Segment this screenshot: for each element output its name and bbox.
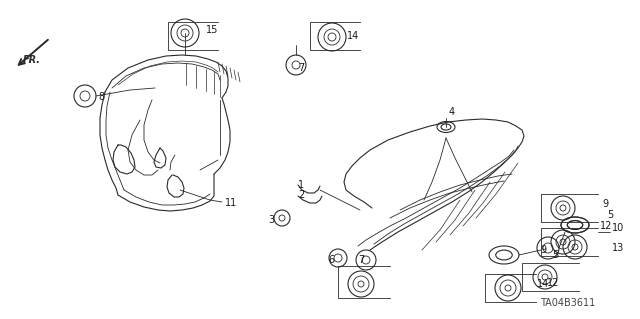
Text: 6: 6 bbox=[328, 255, 334, 265]
Text: 5: 5 bbox=[552, 250, 558, 260]
Text: 10: 10 bbox=[612, 223, 624, 233]
Text: 12: 12 bbox=[600, 221, 612, 231]
Text: 14: 14 bbox=[347, 31, 359, 41]
Text: 4: 4 bbox=[449, 107, 455, 117]
Text: 7: 7 bbox=[298, 63, 304, 73]
Text: 2: 2 bbox=[298, 190, 304, 200]
Text: 3: 3 bbox=[268, 215, 274, 225]
Text: 15: 15 bbox=[206, 25, 218, 35]
Text: 5: 5 bbox=[607, 210, 613, 220]
Text: FR.: FR. bbox=[23, 55, 41, 65]
Text: 12: 12 bbox=[547, 278, 559, 288]
Text: 14: 14 bbox=[537, 279, 549, 289]
Text: 7: 7 bbox=[358, 255, 364, 265]
Text: 1: 1 bbox=[298, 180, 304, 190]
Text: 8: 8 bbox=[98, 92, 104, 102]
Text: TA04B3611: TA04B3611 bbox=[540, 298, 595, 308]
Text: 9: 9 bbox=[540, 245, 546, 255]
Text: 13: 13 bbox=[612, 243, 624, 253]
Text: 11: 11 bbox=[225, 198, 237, 208]
Text: 9: 9 bbox=[602, 199, 608, 209]
